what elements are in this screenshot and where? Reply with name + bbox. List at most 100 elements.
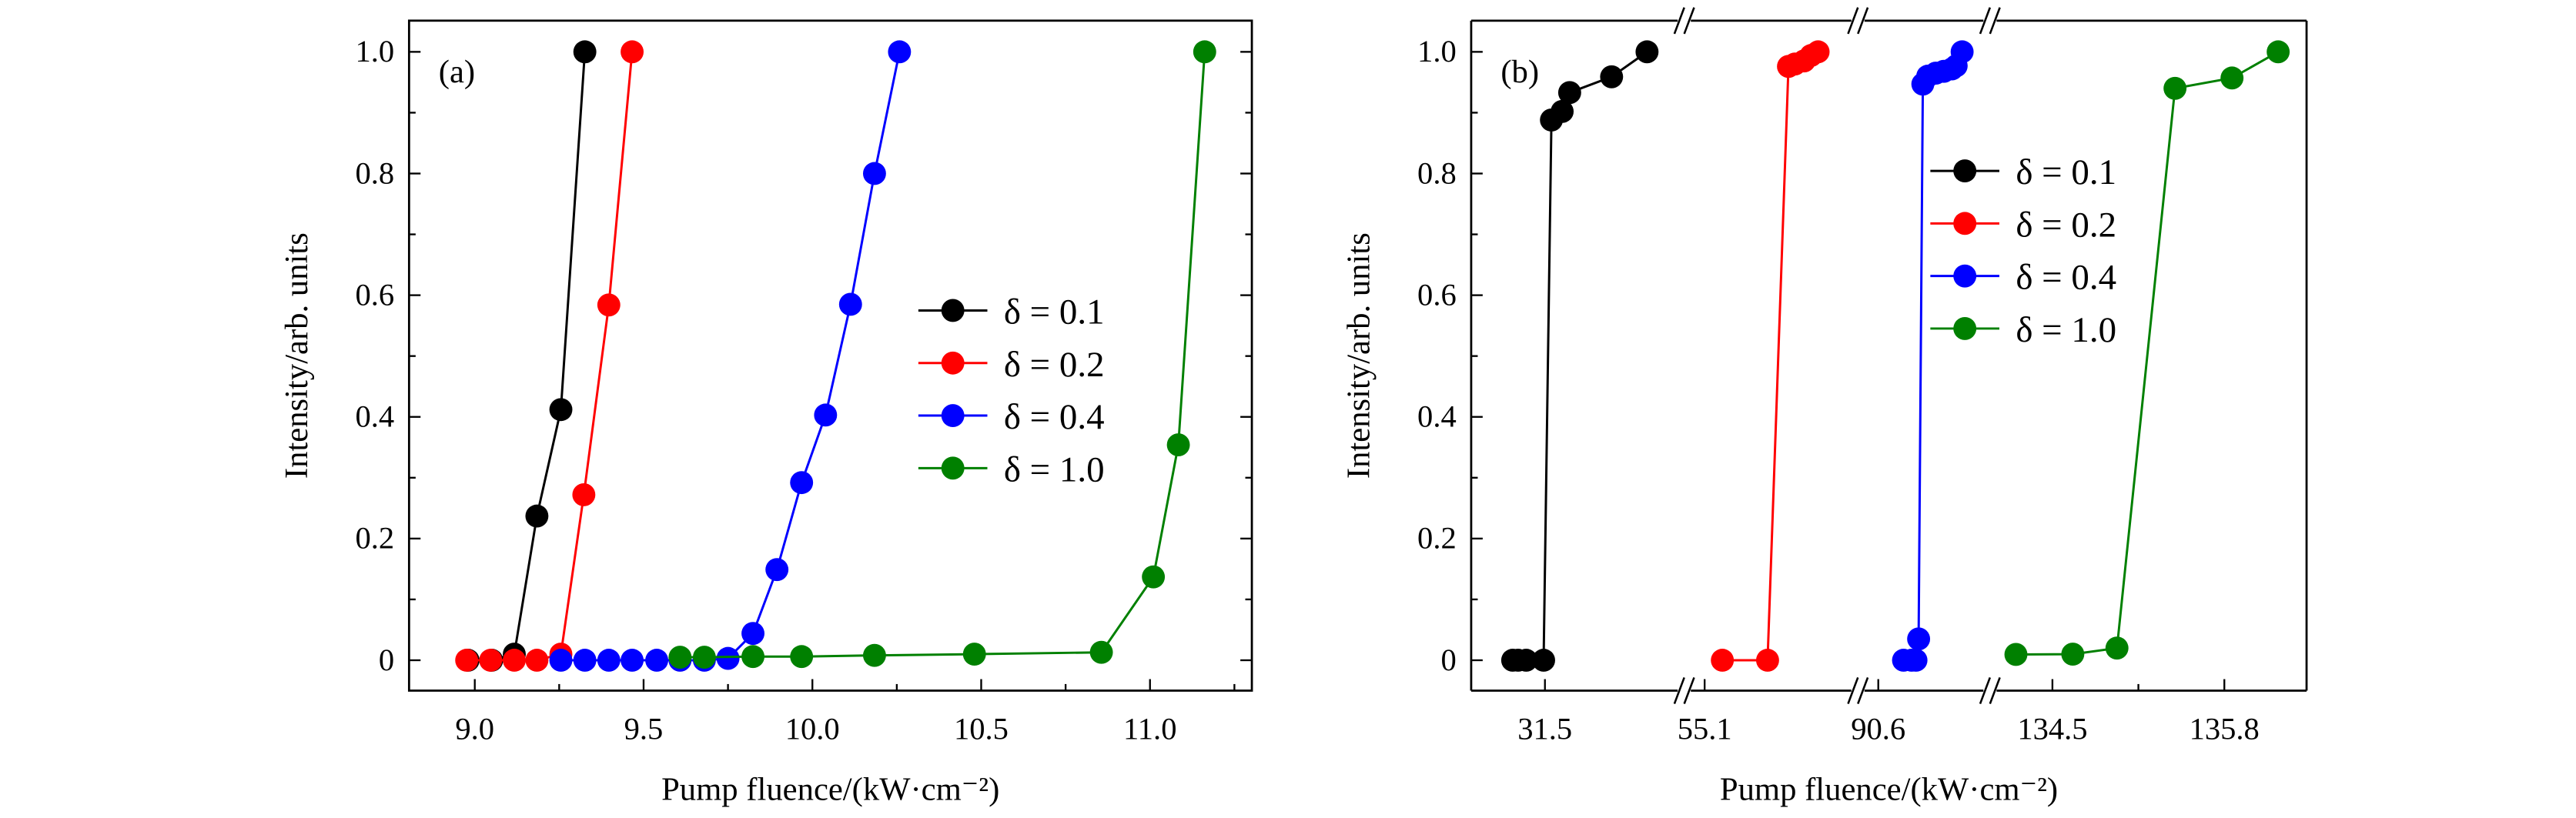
legend-marker — [1953, 159, 1977, 183]
data-point — [1755, 649, 1779, 672]
data-point — [838, 292, 862, 316]
legend-label: δ = 0.1 — [2016, 152, 2116, 192]
legend-label: δ = 0.2 — [2016, 205, 2116, 245]
panel-label: (a) — [439, 54, 475, 90]
data-point — [790, 645, 814, 669]
data-point — [503, 649, 526, 672]
data-point — [1551, 99, 1574, 123]
y-tick-label: 0.2 — [355, 521, 394, 556]
axis-break-mark — [1857, 7, 1869, 35]
data-point — [1711, 649, 1735, 672]
data-point — [2004, 643, 2028, 666]
y-axis-label: Intensity/arb. units — [1341, 232, 1377, 479]
data-point — [692, 646, 716, 669]
data-point — [716, 646, 740, 670]
data-point — [573, 649, 597, 672]
data-point — [741, 622, 764, 646]
data-point — [645, 649, 669, 672]
legend-marker — [941, 299, 965, 322]
legend-label: δ = 0.4 — [1004, 397, 1105, 437]
y-tick-label: 1.0 — [1417, 34, 1457, 68]
x-tick-label: 55.1 — [1678, 711, 1732, 746]
data-point — [1600, 65, 1624, 88]
legend-label: δ = 1.0 — [2016, 310, 2116, 350]
data-point — [597, 293, 621, 317]
x-tick-label: 9.0 — [455, 711, 494, 746]
series-line — [467, 52, 587, 662]
y-tick-label: 0.4 — [1417, 399, 1457, 434]
series-3 — [549, 40, 912, 672]
data-point — [479, 649, 503, 672]
data-point — [1557, 81, 1581, 105]
series-4 — [668, 40, 1216, 669]
legend-label: δ = 0.2 — [1004, 345, 1105, 385]
data-point — [455, 649, 479, 672]
data-point — [597, 649, 621, 672]
y-tick-label: 0 — [379, 643, 394, 677]
legend-item: δ = 0.1 — [1930, 152, 2116, 192]
series-2 — [455, 40, 644, 672]
data-point — [2163, 76, 2187, 100]
data-point — [814, 403, 838, 427]
x-tick-label: 31.5 — [1517, 711, 1572, 746]
data-point — [1142, 565, 1166, 589]
data-point — [668, 646, 692, 669]
data-point — [2220, 66, 2244, 90]
data-point — [572, 483, 596, 506]
series-line — [2016, 51, 2279, 656]
x-tick-label: 90.6 — [1851, 711, 1905, 746]
series-line — [1512, 51, 1648, 662]
data-point — [1904, 649, 1928, 672]
series-line — [467, 52, 634, 662]
legend-marker — [1953, 212, 1977, 235]
data-point — [862, 162, 886, 185]
x-axis-label: Pump fluence/(kW·cm⁻²) — [661, 771, 999, 807]
series-1 — [1500, 40, 1659, 672]
data-point — [1907, 627, 1931, 651]
data-point — [1806, 40, 1830, 64]
legend: δ = 0.1 δ = 0.2 δ = 0.4 δ = 1.0 — [1930, 152, 2116, 350]
y-tick-label: 0.6 — [1417, 277, 1457, 312]
legend-item: δ = 0.1 — [918, 292, 1105, 332]
axis-break-mark — [1989, 676, 2001, 704]
x-tick-label: 10.0 — [785, 711, 840, 746]
data-point — [1193, 40, 1216, 64]
x-tick-label: 134.5 — [2017, 711, 2087, 746]
y-tick-label: 0.2 — [1417, 521, 1457, 556]
axis-break-mark — [1683, 676, 1695, 704]
legend-item: δ = 0.4 — [1930, 258, 2116, 298]
axis-break-mark — [1979, 7, 1992, 35]
data-point — [790, 471, 814, 495]
legend: δ = 0.1 δ = 0.2 δ = 0.4 δ = 1.0 — [918, 292, 1105, 489]
legend-item: δ = 0.2 — [918, 345, 1105, 385]
series-line — [1722, 51, 1819, 662]
panel-label: (b) — [1500, 54, 1539, 90]
legend-label: δ = 0.4 — [2016, 258, 2116, 298]
legend-label: δ = 0.1 — [1004, 292, 1105, 332]
data-point — [888, 40, 912, 64]
axis-break-mark — [1979, 676, 1992, 704]
data-point — [525, 649, 549, 672]
series-2 — [1711, 40, 1830, 672]
data-point — [1514, 649, 1538, 672]
data-point — [549, 649, 573, 672]
panel-a: 0 0.2 0.4 0.6 0.8 1.0 9.0 9.5 10.0 10.5 11.0 Pump f… — [279, 19, 1253, 807]
y-tick-label: 0.4 — [355, 399, 394, 434]
data-point — [573, 40, 597, 64]
legend-marker — [941, 404, 965, 427]
x-axis-label: Pump fluence/(kW·cm⁻²) — [1720, 771, 2058, 807]
legend-label: δ = 1.0 — [1004, 449, 1105, 489]
axis-break-mark — [1683, 7, 1695, 35]
legend-item: δ = 1.0 — [918, 449, 1105, 489]
data-point — [549, 398, 573, 422]
legend-marker — [1953, 264, 1977, 288]
legend-item: δ = 0.4 — [918, 397, 1105, 437]
axis-break-mark — [1857, 676, 1869, 704]
x-tick-label: 11.0 — [1123, 711, 1176, 746]
data-point — [1166, 433, 1190, 457]
axis-break-mark — [1989, 7, 2001, 35]
legend-item: δ = 0.2 — [1930, 205, 2116, 245]
data-point — [1532, 649, 1555, 672]
data-point — [962, 643, 986, 666]
y-tick-label: 0.8 — [1417, 155, 1457, 190]
